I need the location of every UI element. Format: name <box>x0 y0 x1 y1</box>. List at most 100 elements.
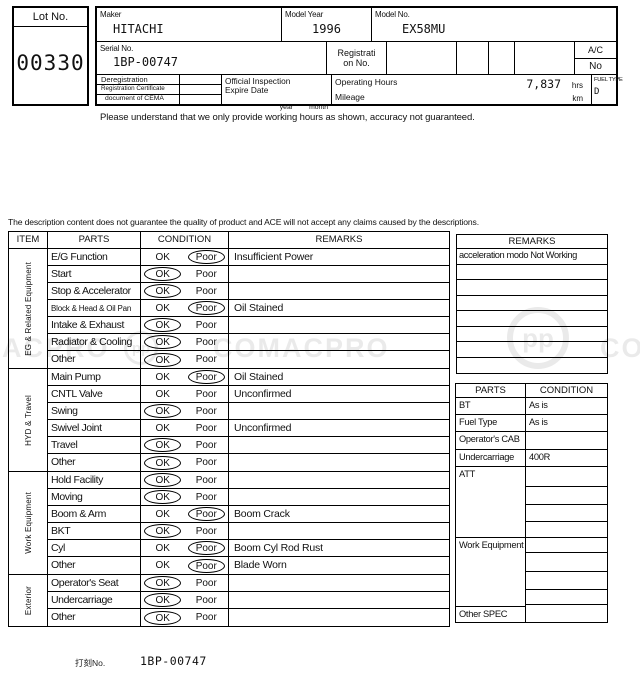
remark-text <box>229 609 449 626</box>
model-no-value: EX58MU <box>402 22 446 36</box>
working-hours-notice: Please understand that we only provide w… <box>100 112 475 123</box>
side-part-name: Fuel Type <box>456 415 525 432</box>
part-name: Other <box>48 454 141 471</box>
table-row: Block & Head & Oil Pan OK Poor Oil Stained <box>48 300 449 317</box>
ok-mark: OK <box>155 251 170 263</box>
table-row: Operator's Seat OK Poor <box>48 575 449 592</box>
condition-cell: OK Poor <box>141 523 229 539</box>
side-remark-row <box>457 280 607 296</box>
condition-cell: OK Poor <box>141 403 229 419</box>
deregistration-check-cell <box>180 75 222 85</box>
part-name: Radiator & Cooling <box>48 334 141 350</box>
operating-hours-label: Operating Hours <box>335 77 398 87</box>
part-name: Main Pump <box>48 369 141 385</box>
remark-text: Oil Stained <box>234 371 284 383</box>
official-inspection-label-line1: Official Inspection <box>225 76 291 86</box>
serial-no-label: Serial No. <box>100 44 134 53</box>
stamp-no-label: 打刻No. <box>75 658 106 668</box>
remark-text: Unconfirmed <box>234 388 292 400</box>
group-label: HYD & Travel <box>23 394 33 446</box>
machine-header-table: Maker HITACHI Model Year 1996 Model No. … <box>95 6 623 111</box>
ac-label-cell: A/C <box>575 42 616 59</box>
side-remark-row <box>457 342 607 358</box>
table-row: BKT OK Poor <box>48 523 449 540</box>
condition-column-header: CONDITION <box>141 232 229 248</box>
remark-text: Blade Worn <box>234 559 287 571</box>
operating-hours-value: 7,837 <box>526 77 561 91</box>
condition-poor: Poor <box>185 578 229 589</box>
ok-mark: OK <box>144 267 182 281</box>
poor-mark: Poor <box>187 558 225 573</box>
model-year-value: 1996 <box>312 22 341 36</box>
poor-mark: Poor <box>195 594 217 606</box>
part-name: Block & Head & Oil Pan <box>48 300 141 316</box>
condition-cell: OK Poor <box>141 609 229 626</box>
remark-text <box>229 472 449 488</box>
maker-value: HITACHI <box>113 22 164 36</box>
ok-mark: OK <box>155 388 170 400</box>
condition-ok: OK <box>141 352 185 367</box>
group-rows: Operator's Seat OK Poor Undercarriage OK Poor… <box>48 575 449 626</box>
poor-mark: Poor <box>195 612 217 623</box>
inspection-table: ITEM PARTS CONDITION REMARKS EG & Relate… <box>8 231 450 627</box>
condition-ok: OK <box>141 303 185 314</box>
condition-ok: OK <box>141 509 185 520</box>
condition-poor: Poor <box>185 526 229 537</box>
part-name: Other <box>48 557 141 574</box>
side-condition-value <box>526 467 607 487</box>
group-label: Work Equipment <box>23 492 33 554</box>
side-condition-value <box>526 505 607 522</box>
poor-mark: Poor <box>187 370 225 384</box>
condition-poor: Poor <box>185 354 229 365</box>
condition-ok: OK <box>141 610 185 625</box>
condition-ok: OK <box>141 543 185 554</box>
side-part-name: Other SPEC <box>459 609 508 619</box>
registration-no-label-line1: Registrati <box>337 48 376 58</box>
side-condition-value <box>526 432 607 450</box>
condition-poor: Poor <box>185 320 229 331</box>
condition-poor: Poor <box>185 423 229 434</box>
ok-mark: OK <box>155 302 170 314</box>
part-name: Intake & Exhaust <box>48 317 141 333</box>
part-name: Travel <box>48 437 141 453</box>
side-part-name: Undercarriage <box>456 450 525 467</box>
condition-ok: OK <box>141 455 185 470</box>
group-item-cell: Exterior <box>9 575 48 626</box>
poor-mark: Poor <box>187 507 225 521</box>
remark-text <box>229 334 449 350</box>
poor-mark: Poor <box>195 474 217 486</box>
ok-mark: OK <box>144 335 182 349</box>
side-condition-value <box>526 572 607 590</box>
ok-mark: OK <box>144 593 182 607</box>
part-name: Swing <box>48 403 141 419</box>
ok-mark: OK <box>155 508 170 520</box>
group-item-cell: Work Equipment <box>9 472 48 574</box>
ok-mark: OK <box>144 490 182 504</box>
remark-text <box>229 283 449 299</box>
condition-poor: Poor <box>185 492 229 503</box>
poor-mark: Poor <box>195 439 217 451</box>
condition-cell: OK Poor <box>141 300 229 316</box>
poor-mark: Poor <box>195 525 217 537</box>
table-row: Other OK Poor <box>48 609 449 626</box>
condition-cell: OK Poor <box>141 592 229 608</box>
side-condition-value <box>526 538 607 553</box>
side-part-name: BT <box>456 398 525 415</box>
group-label: Exterior <box>23 585 33 616</box>
poor-mark: Poor <box>195 422 217 434</box>
side-part-name: ATT <box>456 467 525 538</box>
empty-cell <box>387 42 457 75</box>
month-label: month <box>309 104 328 111</box>
registration-no-cell: Registrati on No. <box>327 42 387 75</box>
ok-mark: OK <box>144 284 182 298</box>
ok-mark: OK <box>144 455 182 470</box>
condition-cell: OK Poor <box>141 317 229 333</box>
model-no-cell: Model No. EX58MU <box>372 8 616 42</box>
inspection-group: HYD & Travel Main Pump OK Poor Oil Stained CN… <box>9 369 449 472</box>
side-part-name: Operator's CAB <box>456 432 525 450</box>
condition-poor: Poor <box>185 286 229 297</box>
condition-poor: Poor <box>185 558 229 573</box>
serial-no-cell: Serial No. 1BP-00747 <box>97 42 327 75</box>
poor-mark: Poor <box>195 268 217 280</box>
remark-text <box>229 454 449 471</box>
